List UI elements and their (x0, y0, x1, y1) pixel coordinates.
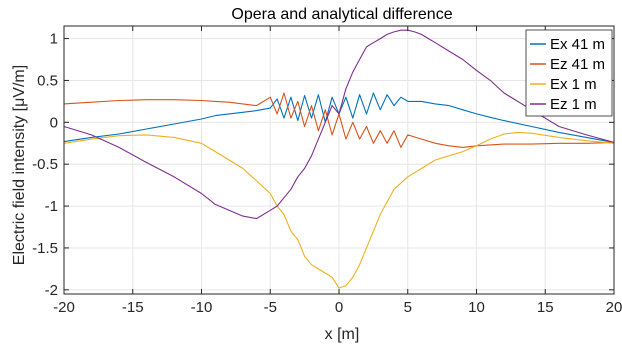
y-tick-labels: -2 -1.5 -1 -0.5 0 0.5 1 (32, 31, 58, 299)
series-line-3 (63, 29, 615, 220)
y-axis-label-suffix: V/m] (11, 65, 28, 98)
y-tick-label: -1.5 (32, 240, 58, 257)
y-axis-label: Electric field intensity [μV/m] (11, 65, 28, 265)
y-tick-label: 1 (50, 31, 58, 48)
y-tick-label: -0.5 (32, 156, 58, 173)
series-lines (63, 29, 615, 289)
x-tick-label: 5 (404, 299, 412, 316)
y-tick-label: 0.5 (37, 72, 58, 89)
y-axis-label-prefix: Electric field intensity [ (11, 106, 28, 265)
y-tick-label: -1 (45, 198, 58, 215)
legend-label-1: Ez 41 m (550, 56, 605, 73)
legend-label-0: Ex 41 m (550, 36, 605, 53)
series-line-0 (63, 92, 615, 143)
x-tick-label: 0 (335, 299, 343, 316)
x-tick-label: -20 (53, 299, 75, 316)
tick-marks (63, 26, 615, 294)
y-tick-label: -2 (45, 282, 58, 299)
legend-label-3: Ez 1 m (550, 96, 597, 113)
y-tick-label: 0 (50, 114, 58, 131)
x-tick-label: -10 (191, 299, 213, 316)
x-tick-labels: -20 -15 -10 -5 0 5 10 15 20 (53, 299, 622, 316)
x-tick-label: 10 (468, 299, 485, 316)
chart-title: Opera and analytical difference (231, 6, 452, 23)
x-axis-label: x [m] (325, 326, 360, 343)
series-line-2 (63, 131, 615, 289)
series-line-1 (63, 92, 615, 148)
x-tick-label: -15 (122, 299, 144, 316)
x-tick-label: 20 (606, 299, 622, 316)
x-tick-label: -5 (264, 299, 277, 316)
x-tick-label: 15 (537, 299, 554, 316)
legend-label-2: Ex 1 m (550, 76, 597, 93)
y-axis-label-mu: μ (11, 98, 28, 107)
grid (63, 26, 615, 294)
legend: Ex 41 m Ez 41 m Ex 1 m Ez 1 m (525, 29, 613, 117)
